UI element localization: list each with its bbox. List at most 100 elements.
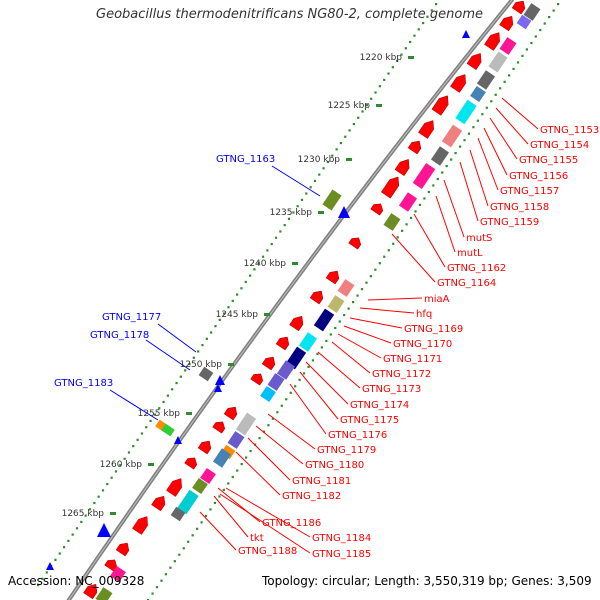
gene-feature-box[interactable] xyxy=(412,162,436,190)
gene-label[interactable]: GTNG_1173 xyxy=(362,384,421,395)
forward-gene-arrow[interactable] xyxy=(212,421,226,434)
gene-feature-box[interactable] xyxy=(227,431,245,449)
forward-gene-arrow[interactable] xyxy=(223,406,238,421)
forward-gene-arrow[interactable] xyxy=(450,74,466,93)
gene-label[interactable]: miaA xyxy=(424,294,450,305)
forward-gene-arrow[interactable] xyxy=(325,270,340,285)
gene-label[interactable]: GTNG_1186 xyxy=(262,518,321,529)
forward-gene-arrow[interactable] xyxy=(511,0,526,15)
gene-feature-box[interactable] xyxy=(455,99,477,125)
forward-gene-arrow[interactable] xyxy=(250,373,264,386)
gene-feature-box[interactable] xyxy=(398,192,418,212)
gene-feature-box[interactable] xyxy=(200,467,216,485)
gene-feature-box[interactable] xyxy=(110,565,126,583)
gene-feature-box[interactable] xyxy=(212,448,232,468)
gene-feature-box[interactable] xyxy=(177,489,199,515)
forward-gene-arrow[interactable] xyxy=(115,542,130,557)
gene-label[interactable]: GTNG_1185 xyxy=(312,549,371,560)
gene-label[interactable]: GTNG_1153 xyxy=(540,125,599,136)
gene-label[interactable]: GTNG_1158 xyxy=(490,202,549,213)
gene-feature-box[interactable] xyxy=(383,213,401,231)
gene-label[interactable]: GTNG_1169 xyxy=(404,324,463,335)
gene-feature-box[interactable] xyxy=(499,37,517,55)
gene-feature-box[interactable] xyxy=(235,412,257,436)
gene-feature-box[interactable] xyxy=(430,146,450,166)
forward-gene-arrow[interactable] xyxy=(466,53,482,71)
forward-gene-arrow[interactable] xyxy=(184,457,198,470)
forward-gene-arrow[interactable] xyxy=(289,315,304,332)
forward-gene-arrow[interactable] xyxy=(197,440,212,455)
gene-label[interactable]: GTNG_1179 xyxy=(317,445,376,456)
gene-feature-box[interactable] xyxy=(220,444,236,460)
reverse-gene-box[interactable] xyxy=(161,423,175,437)
forward-gene-arrow[interactable] xyxy=(348,237,362,250)
gene-label[interactable]: GTNG_1162 xyxy=(447,263,506,274)
gene-feature-box[interactable] xyxy=(476,70,496,90)
gene-label[interactable]: GTNG_1175 xyxy=(340,415,399,426)
gene-label[interactable]: GTNG_1174 xyxy=(350,400,409,411)
forward-gene-arrow[interactable] xyxy=(484,32,500,51)
gene-label[interactable]: GTNG_1155 xyxy=(519,155,578,166)
gene-label[interactable]: GTNG_1181 xyxy=(292,476,351,487)
forward-gene-arrow[interactable] xyxy=(407,140,422,155)
gene-feature-box[interactable] xyxy=(298,332,318,352)
gene-feature-box[interactable] xyxy=(470,85,486,103)
gene-label[interactable]: GTNG_1171 xyxy=(383,354,442,365)
forward-gene-arrow[interactable] xyxy=(166,478,182,497)
gene-feature-box[interactable] xyxy=(170,506,186,522)
gene-feature-box[interactable] xyxy=(313,308,335,332)
gene-feature-box[interactable] xyxy=(192,477,208,495)
reverse-gene-box[interactable] xyxy=(198,366,214,382)
gene-feature-box[interactable] xyxy=(516,14,532,30)
gene-feature-box[interactable] xyxy=(276,360,296,380)
forward-gene-arrow[interactable] xyxy=(275,336,290,351)
gene-label[interactable]: GTNG_1170 xyxy=(393,339,452,350)
gene-label[interactable]: GTNG_1177 xyxy=(102,312,161,323)
gene-label[interactable]: GTNG_1184 xyxy=(312,533,371,544)
gene-feature-box[interactable] xyxy=(267,373,285,391)
gene-label[interactable]: GTNG_1163 xyxy=(216,154,275,165)
reverse-gene-arrow[interactable] xyxy=(97,523,111,537)
gene-label[interactable]: GTNG_1157 xyxy=(500,186,559,197)
reverse-gene-arrow[interactable] xyxy=(174,436,182,444)
forward-gene-arrow[interactable] xyxy=(370,203,384,216)
reverse-gene-arrow[interactable] xyxy=(214,384,222,392)
gene-label[interactable]: mutL xyxy=(457,248,483,259)
forward-gene-arrow[interactable] xyxy=(309,290,324,305)
gene-feature-box[interactable] xyxy=(95,587,113,600)
gene-label[interactable]: GTNG_1188 xyxy=(238,546,297,557)
gene-label[interactable]: GTNG_1164 xyxy=(437,278,496,289)
forward-gene-arrow[interactable] xyxy=(394,159,410,177)
gene-feature-box[interactable] xyxy=(488,51,508,73)
gene-label[interactable]: GTNG_1159 xyxy=(480,217,539,228)
forward-gene-arrow[interactable] xyxy=(132,516,148,535)
gene-label[interactable]: GTNG_1154 xyxy=(530,140,589,151)
gene-label[interactable]: GTNG_1156 xyxy=(509,171,568,182)
reverse-gene-box[interactable] xyxy=(322,189,342,211)
forward-gene-arrow[interactable] xyxy=(83,583,98,600)
gene-feature-box[interactable] xyxy=(337,279,355,297)
reverse-gene-arrow[interactable] xyxy=(462,30,470,38)
gene-label[interactable]: GTNG_1178 xyxy=(90,330,149,341)
gene-label[interactable]: GTNG_1182 xyxy=(282,491,341,502)
gene-feature-box[interactable] xyxy=(260,385,276,403)
gene-label[interactable]: GTNG_1172 xyxy=(372,369,431,380)
gene-feature-box[interactable] xyxy=(441,124,463,148)
reverse-gene-arrow[interactable] xyxy=(215,375,225,385)
forward-gene-arrow[interactable] xyxy=(499,15,514,32)
forward-gene-arrow[interactable] xyxy=(431,95,449,116)
gene-label[interactable]: tkt xyxy=(250,533,264,544)
reverse-gene-arrow[interactable] xyxy=(338,206,350,218)
gene-label[interactable]: GTNG_1180 xyxy=(305,460,364,471)
reverse-gene-arrow[interactable] xyxy=(46,562,54,570)
gene-label[interactable]: GTNG_1176 xyxy=(328,430,387,441)
gene-feature-box[interactable] xyxy=(327,295,345,313)
forward-gene-arrow[interactable] xyxy=(261,356,276,371)
gene-label[interactable]: GTNG_1183 xyxy=(54,378,113,389)
gene-label[interactable]: hfq xyxy=(416,309,432,320)
forward-gene-arrow[interactable] xyxy=(418,120,434,139)
forward-gene-arrow[interactable] xyxy=(151,495,166,512)
gene-feature-box[interactable] xyxy=(508,25,524,43)
gene-feature-box[interactable] xyxy=(523,3,541,21)
gene-label[interactable]: mutS xyxy=(466,233,492,244)
